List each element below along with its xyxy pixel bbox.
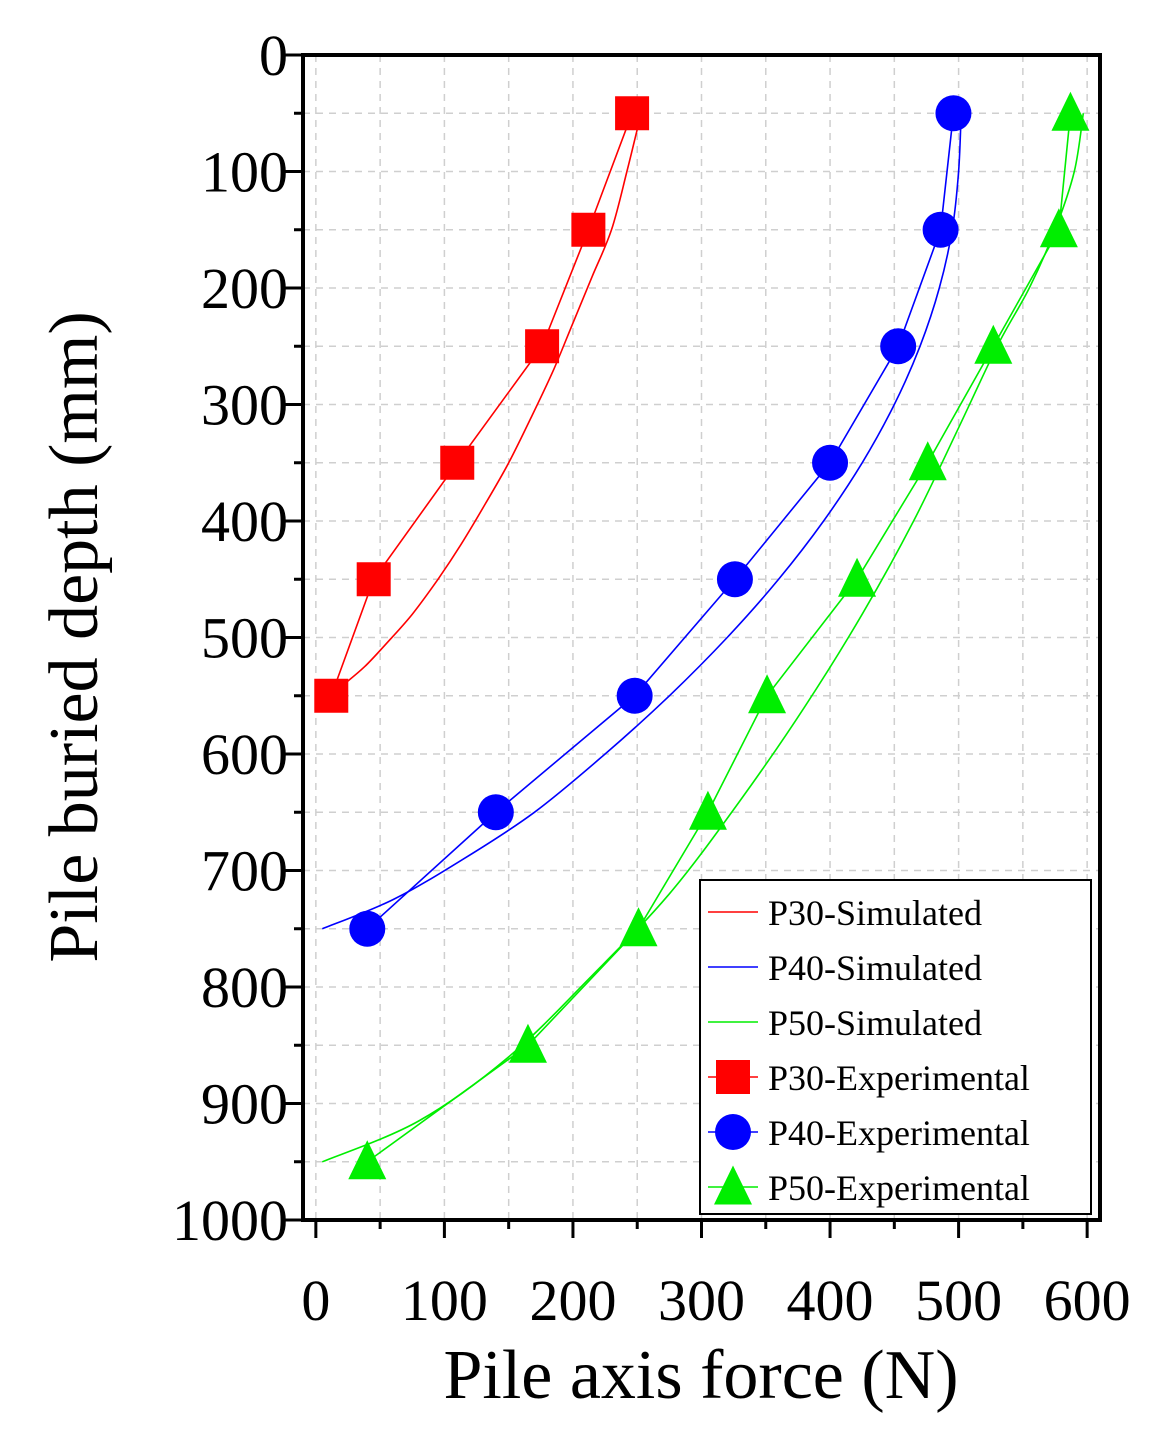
- p50-experimental-point: [619, 907, 658, 947]
- x-tick-label: 200: [529, 1268, 616, 1333]
- p30-experimental-point: [314, 678, 349, 713]
- y-tick-label: 900: [201, 1072, 288, 1137]
- legend-box: [699, 879, 1092, 1215]
- p30-experimental-point: [615, 96, 650, 131]
- p50-experimental-point: [838, 557, 877, 597]
- p40-experimental-point: [880, 328, 917, 365]
- legend-p50-experimental-label: P50-Experimental: [768, 1168, 1030, 1208]
- x-axis-title: Pile axis force (N): [443, 1337, 958, 1414]
- y-axis-title: Pile buried depth (mm): [36, 311, 113, 962]
- y-tick-label: 1000: [172, 1188, 288, 1253]
- y-tick-label: 100: [201, 140, 288, 205]
- p50-experimental-point: [1039, 208, 1078, 248]
- legend-p40-experimental-marker: [715, 1114, 751, 1150]
- legend-p40-experimental-label: P40-Experimental: [768, 1113, 1030, 1153]
- x-tick-label: 100: [401, 1268, 488, 1333]
- legend-p30-simulated-label: P30-Simulated: [768, 893, 982, 933]
- x-tick-label: 400: [787, 1268, 874, 1333]
- p30-experimental-connector: [330, 112, 633, 697]
- p50-experimental-point: [688, 790, 727, 830]
- p40-experimental-point: [716, 561, 753, 598]
- p50-experimental-point: [348, 1140, 387, 1180]
- p40-simulated-line: [321, 113, 962, 930]
- p30-experimental-point: [571, 212, 606, 247]
- p40-experimental-point: [922, 211, 959, 248]
- p40-experimental-point: [349, 910, 386, 947]
- y-tick-label: 800: [201, 955, 288, 1020]
- y-tick-label: 500: [201, 606, 288, 671]
- p50-experimental-point: [974, 324, 1013, 364]
- p30-simulated-line: [328, 113, 642, 697]
- y-tick-label: 700: [201, 839, 288, 904]
- y-tick-label: 400: [201, 489, 288, 554]
- legend-p30-experimental-label: P30-Experimental: [768, 1058, 1030, 1098]
- p40-experimental-point: [616, 677, 653, 714]
- p30-experimental-point: [525, 329, 560, 364]
- p50-experimental-point: [1051, 91, 1090, 131]
- legend-items: P30-Simulated P40-Simulated P50-Simulated P…: [708, 893, 1030, 1208]
- y-tick-label: 0: [259, 23, 288, 88]
- p40-experimental-point: [812, 444, 849, 481]
- legend-p40-simulated-label: P40-Simulated: [768, 948, 982, 988]
- p50-experimental-point: [748, 674, 787, 714]
- legend-p50-simulated-label: P50-Simulated: [768, 1003, 982, 1043]
- experimental-lines-layer: [330, 112, 1072, 1163]
- p50-experimental-point: [508, 1023, 547, 1063]
- p30-experimental-point: [356, 562, 391, 597]
- p30-experimental-point: [440, 445, 475, 480]
- tick-layer: [285, 53, 1089, 1238]
- p50-experimental-point: [908, 441, 947, 481]
- x-tick-label: 500: [915, 1268, 1002, 1333]
- p40-experimental-point: [935, 95, 972, 132]
- p40-experimental-point: [477, 794, 514, 831]
- x-tick-label: 600: [1044, 1268, 1131, 1333]
- markers-layer: [314, 91, 1090, 1180]
- y-tick-label: 600: [201, 722, 288, 787]
- p40-experimental-connector: [366, 113, 955, 930]
- p50-experimental-connector: [366, 113, 1072, 1163]
- x-tick-label: 300: [658, 1268, 745, 1333]
- legend-p50-experimental-marker: [714, 1165, 752, 1205]
- x-tick-label: 0: [301, 1268, 330, 1333]
- legend: P30-Simulated P40-Simulated P50-Simulated P…: [699, 879, 1092, 1215]
- y-tick-label: 200: [201, 256, 288, 321]
- tick-label-layer: 0 100 200 300 400 500 600 0 100 200 300 400 500 600 70…: [172, 23, 1131, 1333]
- legend-p30-experimental-marker: [716, 1060, 750, 1094]
- y-tick-label: 300: [201, 373, 288, 438]
